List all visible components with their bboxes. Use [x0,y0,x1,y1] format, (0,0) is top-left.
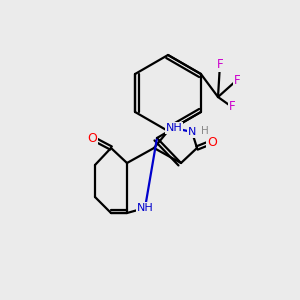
Text: O: O [207,136,217,148]
Text: O: O [87,131,97,145]
Text: F: F [217,58,223,70]
Text: NH: NH [166,123,182,133]
Text: H: H [201,126,209,136]
Text: F: F [234,74,240,86]
Text: F: F [229,100,235,113]
Text: NH: NH [136,203,153,213]
Text: N: N [188,127,196,137]
